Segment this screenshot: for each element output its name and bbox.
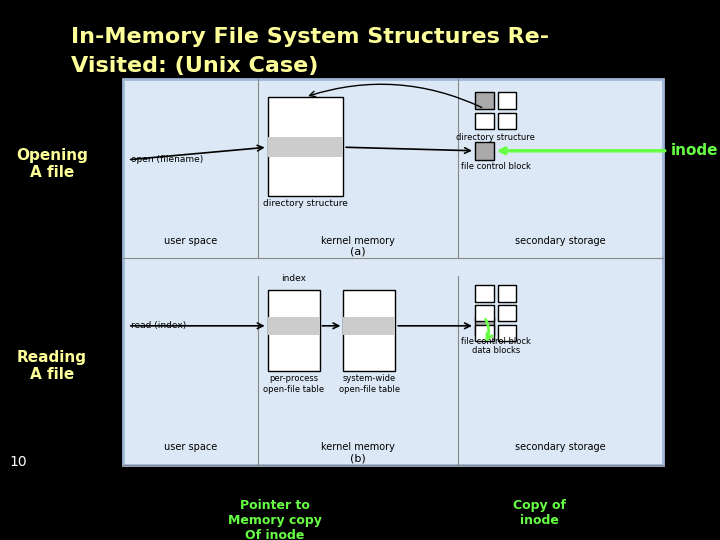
Bar <box>498 305 516 321</box>
Text: file control block: file control block <box>461 336 531 346</box>
Bar <box>268 137 343 157</box>
Text: secondary storage: secondary storage <box>515 442 606 453</box>
Text: per-process
open-file table: per-process open-file table <box>263 374 324 394</box>
Bar <box>474 325 494 341</box>
Bar <box>268 290 320 370</box>
Bar <box>343 317 395 335</box>
Bar <box>474 113 494 129</box>
Bar <box>498 92 516 109</box>
Text: data blocks: data blocks <box>472 347 520 355</box>
Bar <box>343 290 395 370</box>
Bar <box>498 286 516 301</box>
Text: directory structure: directory structure <box>263 199 348 208</box>
Text: index: index <box>281 274 306 283</box>
Text: user space: user space <box>164 236 217 246</box>
Text: Copy of
inode: Copy of inode <box>513 499 566 527</box>
Text: (b): (b) <box>350 453 366 463</box>
Bar <box>474 92 494 109</box>
Bar <box>474 142 494 160</box>
Bar <box>268 317 320 335</box>
Text: secondary storage: secondary storage <box>515 236 606 246</box>
Text: kernel memory: kernel memory <box>321 236 395 246</box>
Text: Visited: (Unix Case): Visited: (Unix Case) <box>71 56 318 76</box>
Text: system-wide
open-file table: system-wide open-file table <box>338 374 400 394</box>
Bar <box>474 317 494 335</box>
Text: Pointer to
Memory copy
Of inode: Pointer to Memory copy Of inode <box>228 499 322 540</box>
Text: (a): (a) <box>350 247 366 256</box>
Text: 10: 10 <box>9 455 27 469</box>
Text: Reading
A file: Reading A file <box>17 350 87 382</box>
Text: In-Memory File System Structures Re-: In-Memory File System Structures Re- <box>71 27 549 47</box>
Text: Opening
A file: Opening A file <box>16 148 88 180</box>
Text: kernel memory: kernel memory <box>321 442 395 453</box>
Bar <box>268 97 343 195</box>
Bar <box>498 113 516 129</box>
Text: directory structure: directory structure <box>456 133 535 142</box>
Bar <box>498 325 516 341</box>
Text: user space: user space <box>164 442 217 453</box>
Text: inode: inode <box>670 143 718 158</box>
Bar <box>474 286 494 301</box>
Text: read (index): read (index) <box>130 321 186 330</box>
Text: file control block: file control block <box>461 161 531 171</box>
FancyBboxPatch shape <box>123 79 663 465</box>
Text: open (filename): open (filename) <box>130 156 203 164</box>
Bar <box>474 305 494 321</box>
